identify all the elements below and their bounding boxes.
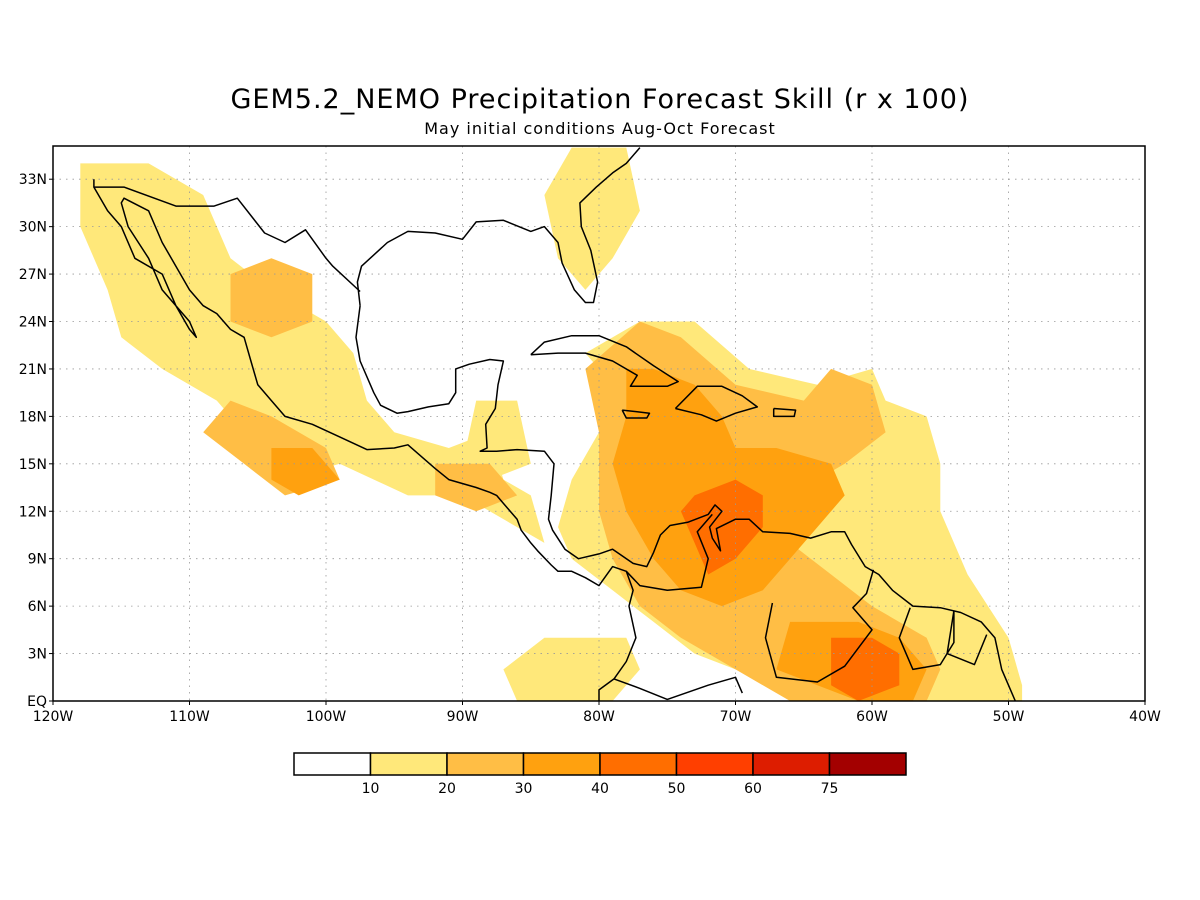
lat-tick-label: 27N [19, 267, 47, 283]
skill-region-level-4 [680, 479, 763, 575]
colorbar-swatch [369, 752, 448, 776]
lat-tick-label: 6N [28, 599, 47, 615]
colorbar-swatch [828, 752, 907, 776]
colorbar-label: 20 [438, 781, 456, 797]
colorbar-swatch [293, 752, 372, 776]
colorbar-swatch [599, 752, 678, 776]
skill-region-level-1 [80, 163, 545, 543]
lat-tick-label: 33N [19, 172, 47, 188]
lat-tick-label: 9N [28, 552, 47, 568]
lon-tick-label: 80W [583, 709, 615, 725]
colorbar-label: 60 [744, 781, 762, 797]
lat-tick-label: 15N [19, 457, 47, 473]
lon-tick-label: 60W [856, 709, 888, 725]
skill-region-level-1 [544, 147, 640, 290]
lat-tick-label: 3N [28, 647, 47, 663]
skill-shading-layer [80, 147, 1023, 701]
map-gridlines [53, 146, 1145, 701]
colorbar-swatch [675, 752, 754, 776]
suriname-guiana [946, 610, 988, 666]
guyana-suriname [898, 607, 955, 671]
colorbar-label: 10 [362, 781, 380, 797]
colorbar-label: 40 [591, 781, 609, 797]
hispaniola [674, 385, 759, 422]
skill-region-level-4 [831, 637, 900, 701]
colorbar-swatch [446, 752, 525, 776]
lat-tick-label: 18N [19, 409, 47, 425]
figure-title: GEM5.2_NEMO Precipitation Forecast Skill… [230, 84, 970, 115]
colorbar-swatch [752, 752, 831, 776]
colorbar-label: 50 [668, 781, 686, 797]
lon-tick-label: 100W [306, 709, 347, 725]
colorbar-legend: 10 20 30 40 50 60 75 [293, 752, 907, 797]
venezuela-brazil [764, 569, 875, 683]
lat-tick-label: 21N [19, 362, 47, 378]
lat-tick-label: 30N [19, 220, 47, 236]
skill-region-level-1 [462, 400, 531, 480]
lat-tick-label: EQ [27, 694, 47, 710]
colorbar-label: 30 [515, 781, 533, 797]
cuba [530, 334, 679, 388]
lon-tick-label: 110W [169, 709, 210, 725]
lat-tick-label: 12N [19, 504, 47, 520]
lon-tick-label: 50W [993, 709, 1025, 725]
skill-region-level-1 [503, 637, 640, 701]
figure-subtitle: May initial conditions Aug-Oct Forecast [424, 119, 776, 138]
lon-tick-label: 90W [447, 709, 479, 725]
skill-region-level-3 [271, 448, 340, 496]
jamaica [621, 409, 651, 419]
lon-tick-label: 70W [720, 709, 752, 725]
south-america-borders [625, 513, 713, 592]
puerto-rico [772, 407, 797, 418]
gulf-coast [356, 147, 641, 306]
lon-tick-label: 40W [1129, 709, 1161, 725]
us-mexico-border [93, 186, 361, 293]
colorbar-label: 75 [821, 781, 839, 797]
coastline-layer [93, 147, 1016, 701]
north-america-pacific-coast [93, 179, 637, 701]
colombia-south [613, 676, 743, 701]
axis-ticks: 120W 110W 100W 90W 80W 70W 60W 50W 40W EQ 3N 6N 9N 12… [19, 172, 1161, 725]
colorbar-swatch [522, 752, 601, 776]
skill-region-level-2 [230, 258, 313, 338]
mexico-gulf-coast [355, 305, 1016, 701]
lon-tick-label: 120W [33, 709, 74, 725]
lat-tick-label: 24N [19, 315, 47, 331]
